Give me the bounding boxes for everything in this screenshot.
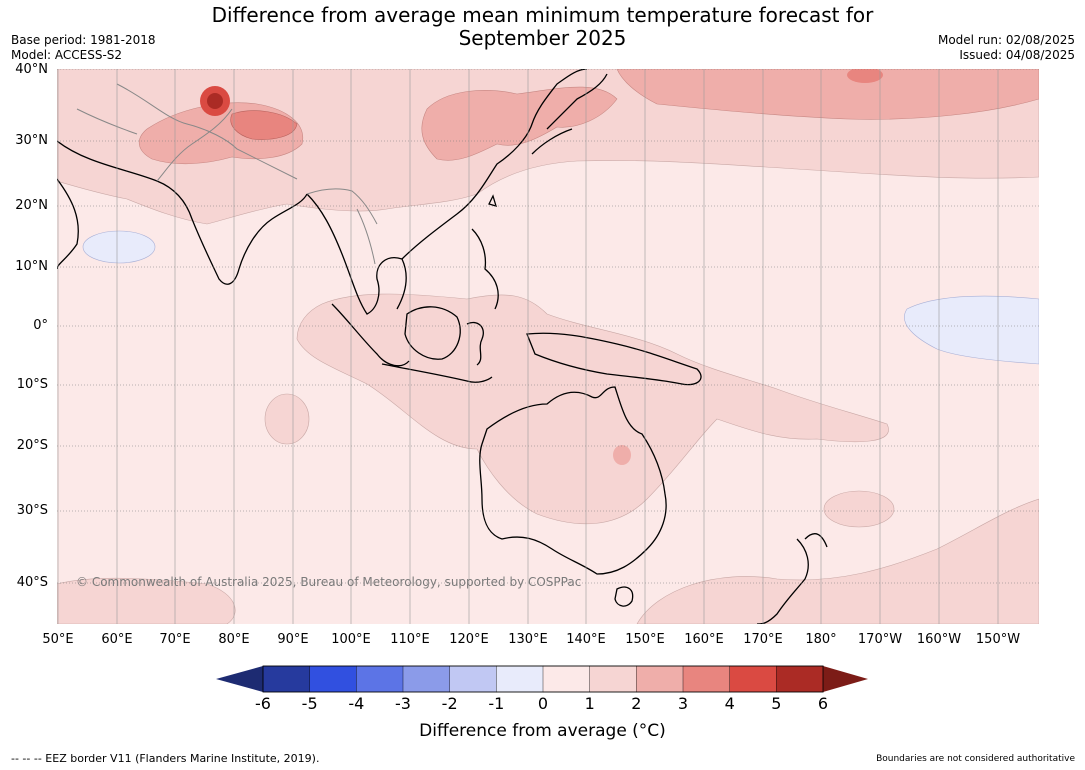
colorbar-tick-label: 5 [771,694,782,713]
colorbar-under-arrow [216,666,263,692]
lon-label-120e: 120°E [449,632,489,647]
copyright-notice: © Commonwealth of Australia 2025, Bureau… [76,575,582,589]
model-name: Model: ACCESS-S2 [11,48,123,62]
issued-date: Issued: 04/08/2025 [959,48,1075,62]
longitude-gridlines [57,69,999,624]
meta-right: Model run: 02/08/2025 Issued: 04/08/2025 [938,33,1075,63]
anomaly-hotspot-inner [207,93,223,109]
colorbar-tick-label: -3 [395,694,411,713]
colorbar-segment [776,665,824,693]
colorbar-segment [309,665,358,693]
colorbar-segment [729,665,778,693]
anomaly-patch-indian-ocean [264,393,310,445]
anomaly-patch-tibet-high [230,110,298,140]
eez-border-legend: -- -- -- EEZ border V11 (Flanders Marine… [11,752,320,765]
lon-label-100e: 100°E [331,632,371,647]
colorbar-frame [262,665,824,693]
colorbar-segment [449,665,498,693]
colorbar-tick-label: 3 [677,694,689,713]
map-title: Difference from average mean minimum tem… [0,4,1085,50]
lon-label-160w: 160°W [916,632,962,647]
colorbar-segment [589,665,638,693]
lon-label-90e: 90°E [277,632,309,647]
title-line-1: Difference from average mean minimum tem… [211,3,874,27]
lon-label-160e: 160°E [684,632,724,647]
lon-label-150e: 150°E [625,632,665,647]
country-borders [76,83,378,265]
lon-label-140e: 140°E [566,632,606,647]
colorbar-segment [496,665,544,693]
lon-label-60e: 60°E [101,632,133,647]
anomaly-patch-tasman [823,490,895,528]
lon-label-110e: 110°E [390,632,430,647]
colorbar-tick-label: -2 [441,694,458,713]
lat-label-10s: 10°S [16,377,48,392]
lon-label-70e: 70°E [159,632,191,647]
lat-label-40n: 40°N [15,62,48,77]
anomaly-patch-arabian-sea-cool [82,230,156,264]
colorbar-tick-label: -6 [255,694,271,713]
colorbar-segment [636,665,684,693]
lon-label-50e: 50°E [42,632,74,647]
model-run: Model run: 02/08/2025 [937,33,1075,47]
colorbar-segment [262,665,311,693]
colorbar-tick-label: 0 [537,694,549,713]
coastlines [57,69,828,624]
lat-label-10n: 10°N [15,259,48,274]
colorbar-segment [682,665,731,693]
lat-label-30n: 30°N [15,133,48,148]
colorbar-tick-label: 2 [631,694,642,713]
title-line-2: September 2025 [458,26,627,50]
lat-label-20n: 20°N [15,198,48,213]
lon-label-180: 180° [805,632,837,647]
anomaly-patch-equatorial-pacific-cool [904,295,1039,365]
colorbar-tick-label: -5 [301,694,318,713]
lon-label-150w: 150°W [975,632,1021,647]
colorbar [216,665,868,693]
anomaly-patch-east-asia [421,86,618,161]
lon-label-170w: 170°W [857,632,903,647]
colorbar-segment [402,665,451,693]
lon-label-130e: 130°E [508,632,548,647]
forecast-map [57,69,1039,624]
lat-label-40s: 40°S [16,575,48,590]
boundaries-disclaimer: Boundaries are not considered authoritat… [876,754,1075,764]
meta-left: Base period: 1981-2018 Model: ACCESS-S2 [11,33,156,63]
lon-label-170e: 170°E [743,632,783,647]
anomaly-patch-australia-high [613,445,631,465]
lat-label-30s: 30°S [16,503,48,518]
colorbar-over-arrow [823,666,868,692]
anomaly-band-south-east [636,498,1039,624]
colorbar-tick-label: 6 [817,694,829,713]
colorbar-tick-label: 4 [724,694,735,713]
base-period: Base period: 1981-2018 [11,33,156,47]
australia-coastline [479,386,667,575]
colorbar-tick-label: 1 [584,694,595,713]
colorbar-label: Difference from average (°C) [419,721,666,741]
lon-label-80e: 80°E [218,632,250,647]
colorbar-segment [356,665,404,693]
anomaly-band-south-west [57,577,236,624]
colorbar-tick-label: -4 [348,694,365,713]
colorbar-tick-label: -1 [488,694,505,713]
lat-label-20s: 20°S [16,438,48,453]
colorbar-segment [542,665,591,693]
anomaly-band-maritime-continent [296,293,889,525]
lat-label-0: 0° [33,318,48,333]
anomaly-patch-north-pacific-high [847,69,883,83]
